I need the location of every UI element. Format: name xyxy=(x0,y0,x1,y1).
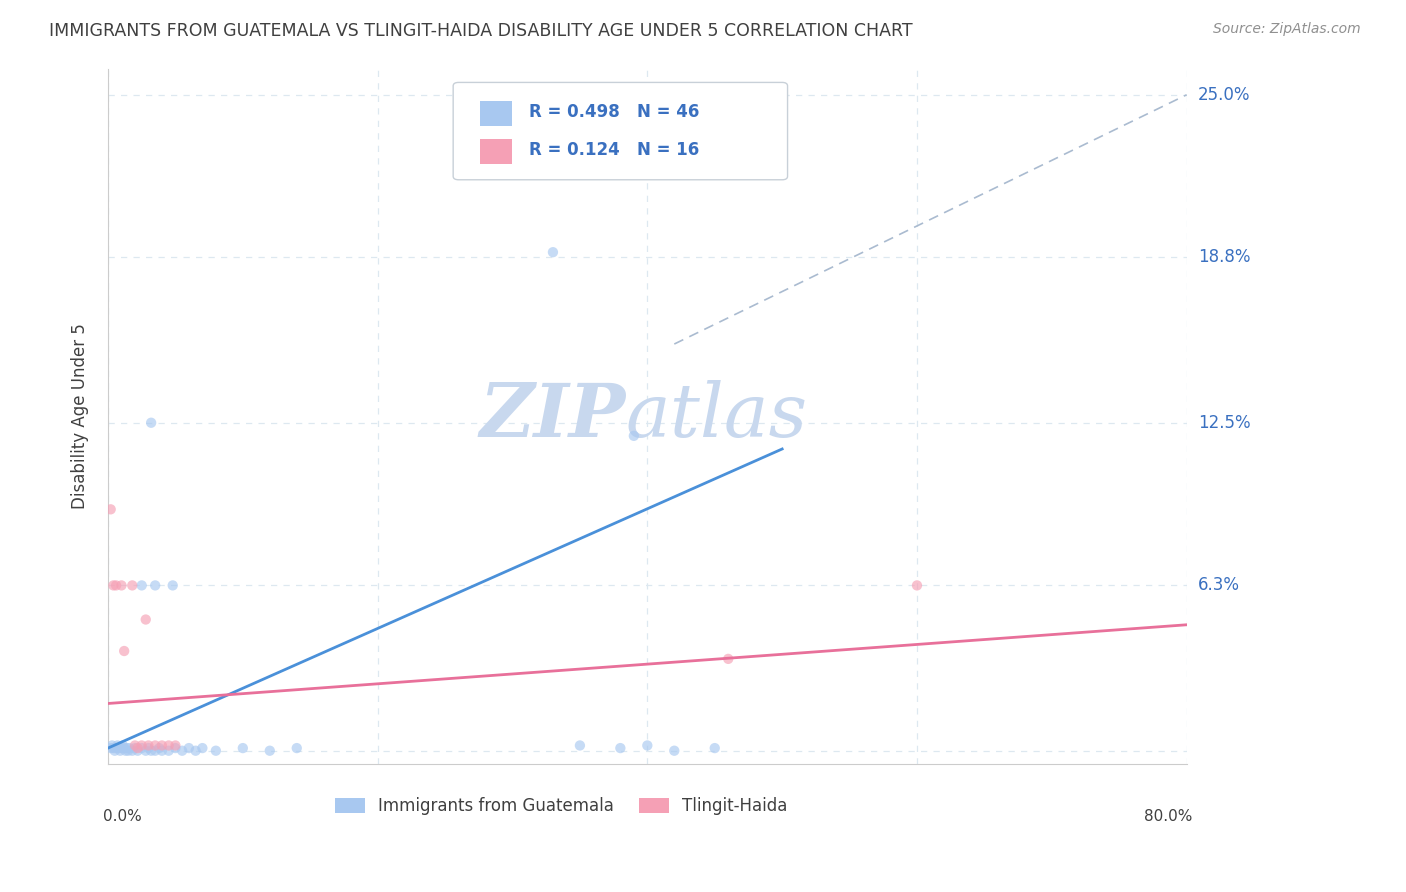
Point xyxy=(131,739,153,753)
Point xyxy=(115,741,138,756)
Point xyxy=(148,741,170,756)
Point xyxy=(107,739,129,753)
Point xyxy=(172,744,194,758)
Text: 12.5%: 12.5% xyxy=(1198,414,1250,432)
Text: 18.8%: 18.8% xyxy=(1198,249,1250,267)
Point xyxy=(135,613,157,627)
Point xyxy=(131,578,153,592)
Point xyxy=(117,744,139,758)
Text: 0.0%: 0.0% xyxy=(103,809,142,824)
Text: 80.0%: 80.0% xyxy=(1143,809,1192,824)
Point xyxy=(150,744,173,758)
FancyBboxPatch shape xyxy=(479,139,513,164)
Text: R = 0.498   N = 46: R = 0.498 N = 46 xyxy=(529,103,699,121)
Point xyxy=(285,741,308,756)
Text: ZIP: ZIP xyxy=(479,380,626,452)
Point xyxy=(139,416,162,430)
Point xyxy=(101,739,124,753)
Point xyxy=(177,741,200,756)
Point xyxy=(664,744,686,758)
Point xyxy=(165,739,187,753)
Point xyxy=(124,741,146,756)
Point xyxy=(104,744,127,758)
Point xyxy=(110,741,132,756)
Point xyxy=(717,652,740,666)
Point xyxy=(184,744,207,758)
Point xyxy=(114,744,136,758)
Point xyxy=(110,578,132,592)
FancyBboxPatch shape xyxy=(453,82,787,180)
Point xyxy=(105,741,128,756)
Point xyxy=(259,744,281,758)
Point xyxy=(143,744,166,758)
Text: 6.3%: 6.3% xyxy=(1198,576,1240,594)
Point xyxy=(127,744,149,758)
Point xyxy=(636,739,658,753)
Text: Source: ZipAtlas.com: Source: ZipAtlas.com xyxy=(1213,22,1361,37)
Point xyxy=(108,744,131,758)
Point xyxy=(121,578,143,592)
Point xyxy=(568,739,591,753)
Point xyxy=(150,739,173,753)
Point xyxy=(121,744,143,758)
Point xyxy=(138,739,160,753)
Point xyxy=(191,741,214,756)
Point xyxy=(138,741,160,756)
Point xyxy=(609,741,631,756)
Point xyxy=(100,741,122,756)
Point xyxy=(143,739,166,753)
Point xyxy=(131,741,153,756)
Point xyxy=(165,741,187,756)
Point xyxy=(162,578,184,592)
Text: IMMIGRANTS FROM GUATEMALA VS TLINGIT-HAIDA DISABILITY AGE UNDER 5 CORRELATION CH: IMMIGRANTS FROM GUATEMALA VS TLINGIT-HAI… xyxy=(49,22,912,40)
Point xyxy=(107,741,129,756)
Point xyxy=(111,739,134,753)
Point xyxy=(157,739,180,753)
FancyBboxPatch shape xyxy=(479,101,513,127)
Text: 25.0%: 25.0% xyxy=(1198,86,1250,103)
Point xyxy=(103,578,125,592)
Text: atlas: atlas xyxy=(626,380,808,452)
Point xyxy=(905,578,928,592)
Point xyxy=(103,741,125,756)
Point xyxy=(118,741,141,756)
Point xyxy=(100,502,122,516)
Point xyxy=(112,644,135,658)
Point xyxy=(541,245,564,260)
Point xyxy=(143,578,166,592)
Point xyxy=(703,741,725,756)
Point xyxy=(205,744,228,758)
Point xyxy=(139,744,162,758)
Y-axis label: Disability Age Under 5: Disability Age Under 5 xyxy=(72,323,89,509)
Point xyxy=(124,739,146,753)
Point xyxy=(127,741,149,756)
Point xyxy=(135,744,157,758)
Point xyxy=(232,741,254,756)
Point xyxy=(157,744,180,758)
Point xyxy=(623,429,645,443)
Legend: Immigrants from Guatemala, Tlingit-Haida: Immigrants from Guatemala, Tlingit-Haida xyxy=(328,790,794,822)
Point xyxy=(105,578,128,592)
Text: R = 0.124   N = 16: R = 0.124 N = 16 xyxy=(529,141,699,159)
Point xyxy=(112,741,135,756)
